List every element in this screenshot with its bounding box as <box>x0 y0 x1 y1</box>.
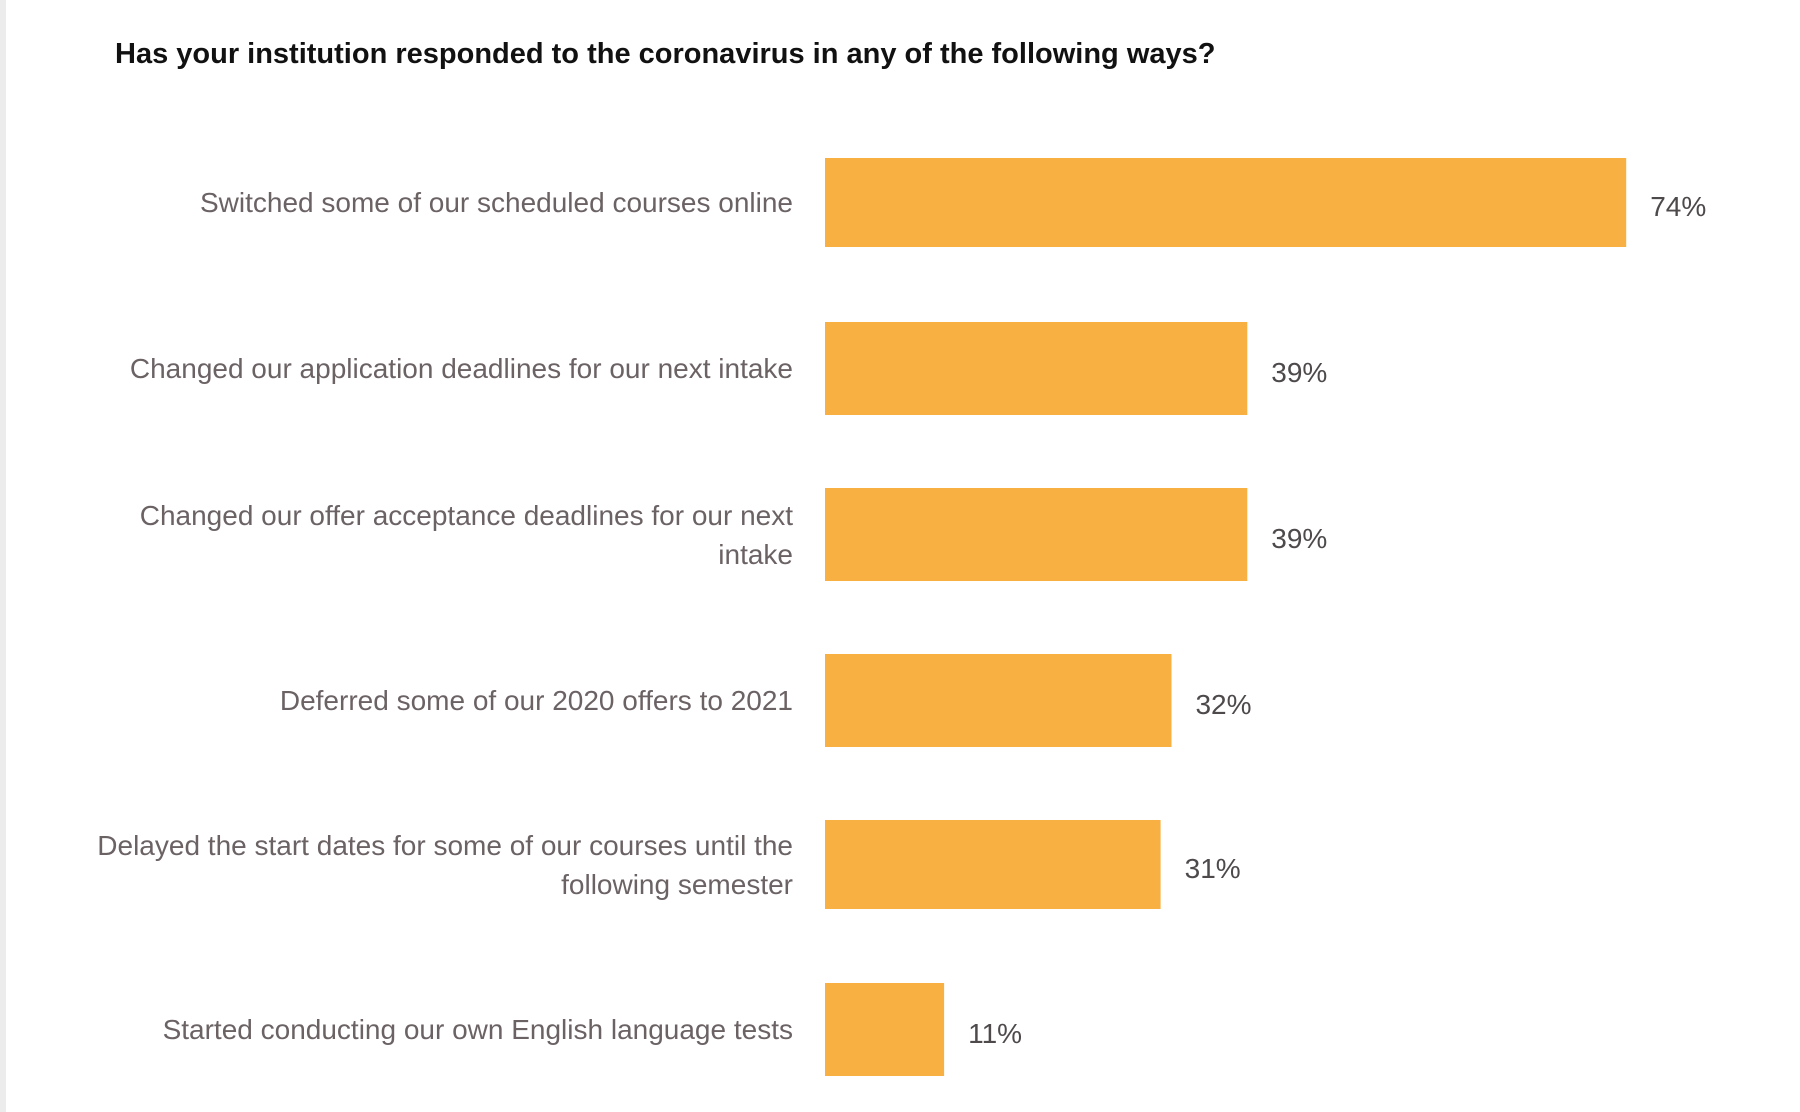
chart-title: Has your institution responded to the co… <box>115 38 1216 70</box>
bar-3 <box>825 488 1248 581</box>
value-label-2: 39% <box>1271 356 1328 388</box>
category-label-4: Deferred some of our 2020 offers to 2021 <box>279 685 793 716</box>
category-label-5: Delayed the start dates for some of our … <box>97 829 793 900</box>
bar-6 <box>825 983 945 1076</box>
value-label-4: 32% <box>1195 688 1252 720</box>
bar-2 <box>825 322 1248 415</box>
left-border-strip <box>0 0 6 1112</box>
value-label-6: 11% <box>968 1017 1023 1049</box>
bar-4 <box>825 654 1172 747</box>
bar-5 <box>825 820 1161 909</box>
category-label-2: Changed our application deadlines for ou… <box>129 353 793 384</box>
category-label-1: Switched some of our scheduled courses o… <box>199 187 793 218</box>
value-label-3: 39% <box>1271 522 1328 554</box>
value-label-1: 74% <box>1650 190 1707 222</box>
category-label-6: Started conducting our own English langu… <box>162 1014 793 1045</box>
value-label-5: 31% <box>1184 852 1241 884</box>
category-label-3: Changed our offer acceptance deadlines f… <box>139 499 793 570</box>
bar-1 <box>825 158 1627 247</box>
